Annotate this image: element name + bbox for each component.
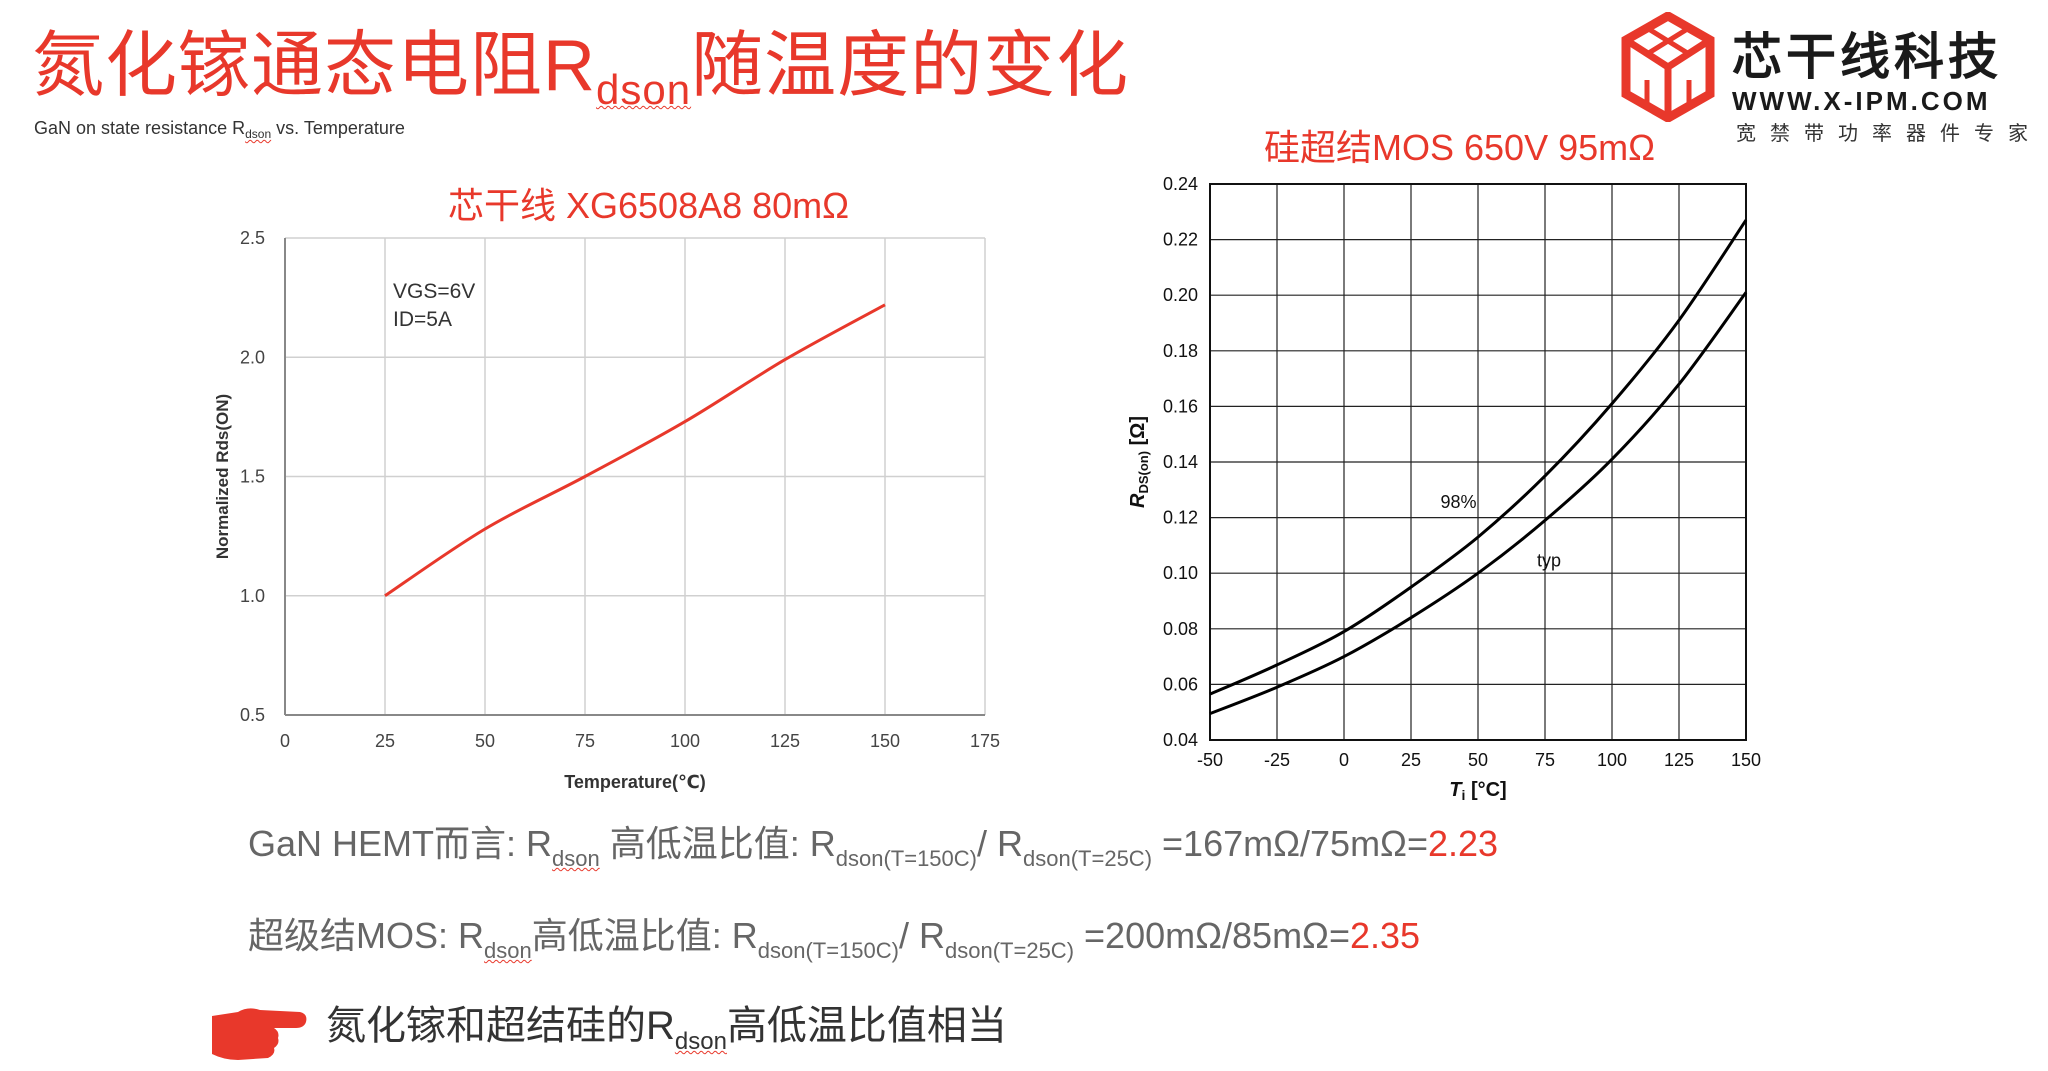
- hexagon-cube-logo-icon: [1621, 12, 1715, 122]
- series-line-98pct: [1209, 219, 1748, 696]
- x-tick-label: 175: [970, 731, 1000, 751]
- x-tick-label: 150: [870, 731, 900, 751]
- series-label: typ: [1537, 550, 1561, 570]
- y-tick-label: 0.14: [1163, 452, 1198, 472]
- logo-url: WWW.X-IPM.COM: [1732, 86, 1991, 116]
- x-tick-label: 25: [375, 731, 395, 751]
- plot-frame: [1209, 183, 1747, 741]
- company-logo: 芯干线科技 WWW.X-IPM.COM 宽禁带功率器件专家: [1620, 8, 2040, 148]
- x-tick-label: 0: [280, 731, 290, 751]
- subtitle-main: GaN on state resistance R: [34, 118, 246, 138]
- x-tick-label: 0: [1339, 750, 1349, 770]
- y-tick-label: 0.12: [1163, 508, 1198, 528]
- page-subtitle: GaN on state resistance Rdson vs. Temper…: [34, 118, 405, 141]
- y-tick-label: 0.24: [1163, 174, 1198, 194]
- x-axis-label: Tj [°C]: [1449, 779, 1506, 800]
- x-tick-label: 150: [1731, 750, 1761, 770]
- condition-annotation: VGS=6V: [393, 280, 475, 303]
- logo-name: 芯干线科技: [1732, 29, 2002, 85]
- title-subscript: dson: [596, 66, 692, 113]
- logo-slogan: 宽禁带功率器件专家: [1736, 123, 2042, 145]
- x-tick-label: 50: [1468, 750, 1488, 770]
- si-mos-rdson-chart: -50 -25 0 25 50 75 100 125 150 0.04 0.06 0.08 0.10 0.…: [1127, 174, 1761, 800]
- title-tail: 随温度的变化: [691, 26, 1130, 106]
- y-tick-label: 0.5: [240, 705, 265, 725]
- gan-chart-title: 芯干线 XG6508A8 80mΩ: [448, 185, 850, 226]
- sj-ratio-value: 2.35: [1350, 915, 1421, 956]
- gan-rdson-line: [384, 303, 886, 598]
- x-tick-label: 100: [670, 731, 700, 751]
- title-main: 氮化镓通态电阻R: [32, 26, 596, 106]
- subtitle-subscript: dson: [245, 127, 272, 141]
- x-tick-label: 125: [1664, 750, 1694, 770]
- sj-ratio-line: 超级结MOS: Rdson高低温比值: Rdson(T=150C)/ Rdson…: [248, 915, 1421, 963]
- x-tick-label: 50: [475, 731, 495, 751]
- x-tick-label: 75: [1535, 750, 1555, 770]
- condition-annotation: ID=5A: [393, 308, 452, 331]
- y-axis-label: Normalized Rds(ON): [213, 394, 232, 559]
- si-chart-title: 硅超结MOS 650V 95mΩ: [1264, 127, 1656, 168]
- y-tick-label: 1.5: [240, 467, 265, 487]
- y-tick-label: 0.22: [1163, 230, 1198, 250]
- y-tick-label: 0.20: [1163, 285, 1198, 305]
- y-tick-label: 2.0: [240, 347, 265, 367]
- y-tick-label: 2.5: [240, 228, 265, 248]
- y-tick-label: 0.04: [1163, 730, 1198, 750]
- gan-ratio-line: GaN HEMT而言: Rdson 高低温比值: Rdson(T=150C)/ …: [248, 823, 1499, 871]
- y-tick-label: 0.06: [1163, 674, 1198, 694]
- x-tick-label: 25: [1401, 750, 1421, 770]
- x-tick-label: 125: [770, 731, 800, 751]
- x-tick-label: 100: [1597, 750, 1627, 770]
- y-tick-label: 0.10: [1163, 563, 1198, 583]
- subtitle-tail: vs. Temperature: [271, 118, 405, 138]
- gan-ratio-value: 2.23: [1428, 823, 1499, 864]
- y-tick-label: 0.08: [1163, 619, 1198, 639]
- y-axis-label: RDS(on) [Ω]: [1127, 416, 1151, 508]
- pointing-hand-icon: [212, 1008, 307, 1060]
- x-tick-label: 75: [575, 731, 595, 751]
- x-tick-label: -25: [1264, 750, 1290, 770]
- page-title: 氮化镓通态电阻Rdson随温度的变化: [32, 30, 1129, 111]
- gan-rdson-chart: 0 25 50 75 100 125 150 175 0.5 1.0 1.5 2.0 2.5 Temper…: [213, 228, 1000, 792]
- y-tick-label: 1.0: [240, 586, 265, 606]
- series-line-typ: [1209, 291, 1748, 715]
- x-tick-label: -50: [1197, 750, 1223, 770]
- y-tick-label: 0.16: [1163, 396, 1198, 416]
- series-label: 98%: [1440, 492, 1476, 512]
- x-axis-label: Temperature(℃): [564, 772, 706, 792]
- conclusion-note: 氮化镓和超结硅的Rdson高低温比值相当: [326, 1004, 1007, 1055]
- y-tick-label: 0.18: [1163, 341, 1198, 361]
